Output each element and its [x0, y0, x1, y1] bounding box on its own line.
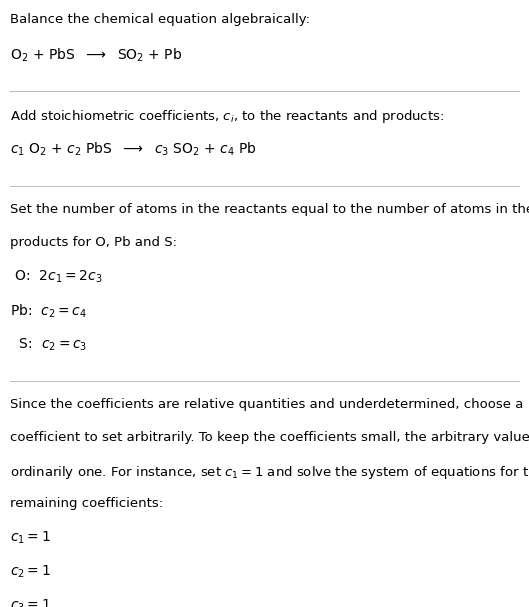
Text: Set the number of atoms in the reactants equal to the number of atoms in the: Set the number of atoms in the reactants…	[10, 203, 529, 215]
Text: remaining coefficients:: remaining coefficients:	[10, 497, 162, 509]
Text: $c_3 = 1$: $c_3 = 1$	[10, 597, 50, 607]
Text: Since the coefficients are relative quantities and underdetermined, choose a: Since the coefficients are relative quan…	[10, 398, 523, 411]
Text: $c_1$ O$_2$ + $c_2$ PbS  $\longrightarrow$  $c_3$ SO$_2$ + $c_4$ Pb: $c_1$ O$_2$ + $c_2$ PbS $\longrightarrow…	[10, 141, 257, 158]
Text: Add stoichiometric coefficients, $c_i$, to the reactants and products:: Add stoichiometric coefficients, $c_i$, …	[10, 108, 444, 125]
Text: S:  $c_2 = c_3$: S: $c_2 = c_3$	[10, 336, 87, 353]
Text: Pb:  $c_2 = c_4$: Pb: $c_2 = c_4$	[10, 302, 87, 320]
Text: Balance the chemical equation algebraically:: Balance the chemical equation algebraica…	[10, 13, 309, 26]
Text: O:  $2 c_1 = 2 c_3$: O: $2 c_1 = 2 c_3$	[10, 268, 102, 285]
Text: $c_1 = 1$: $c_1 = 1$	[10, 529, 50, 546]
Text: coefficient to set arbitrarily. To keep the coefficients small, the arbitrary va: coefficient to set arbitrarily. To keep …	[10, 431, 529, 444]
Text: O$_2$ + PbS  $\longrightarrow$  SO$_2$ + Pb: O$_2$ + PbS $\longrightarrow$ SO$_2$ + P…	[10, 46, 182, 64]
Text: products for O, Pb and S:: products for O, Pb and S:	[10, 236, 177, 248]
Text: $c_2 = 1$: $c_2 = 1$	[10, 563, 50, 580]
Text: ordinarily one. For instance, set $c_1 = 1$ and solve the system of equations fo: ordinarily one. For instance, set $c_1 =…	[10, 464, 529, 481]
